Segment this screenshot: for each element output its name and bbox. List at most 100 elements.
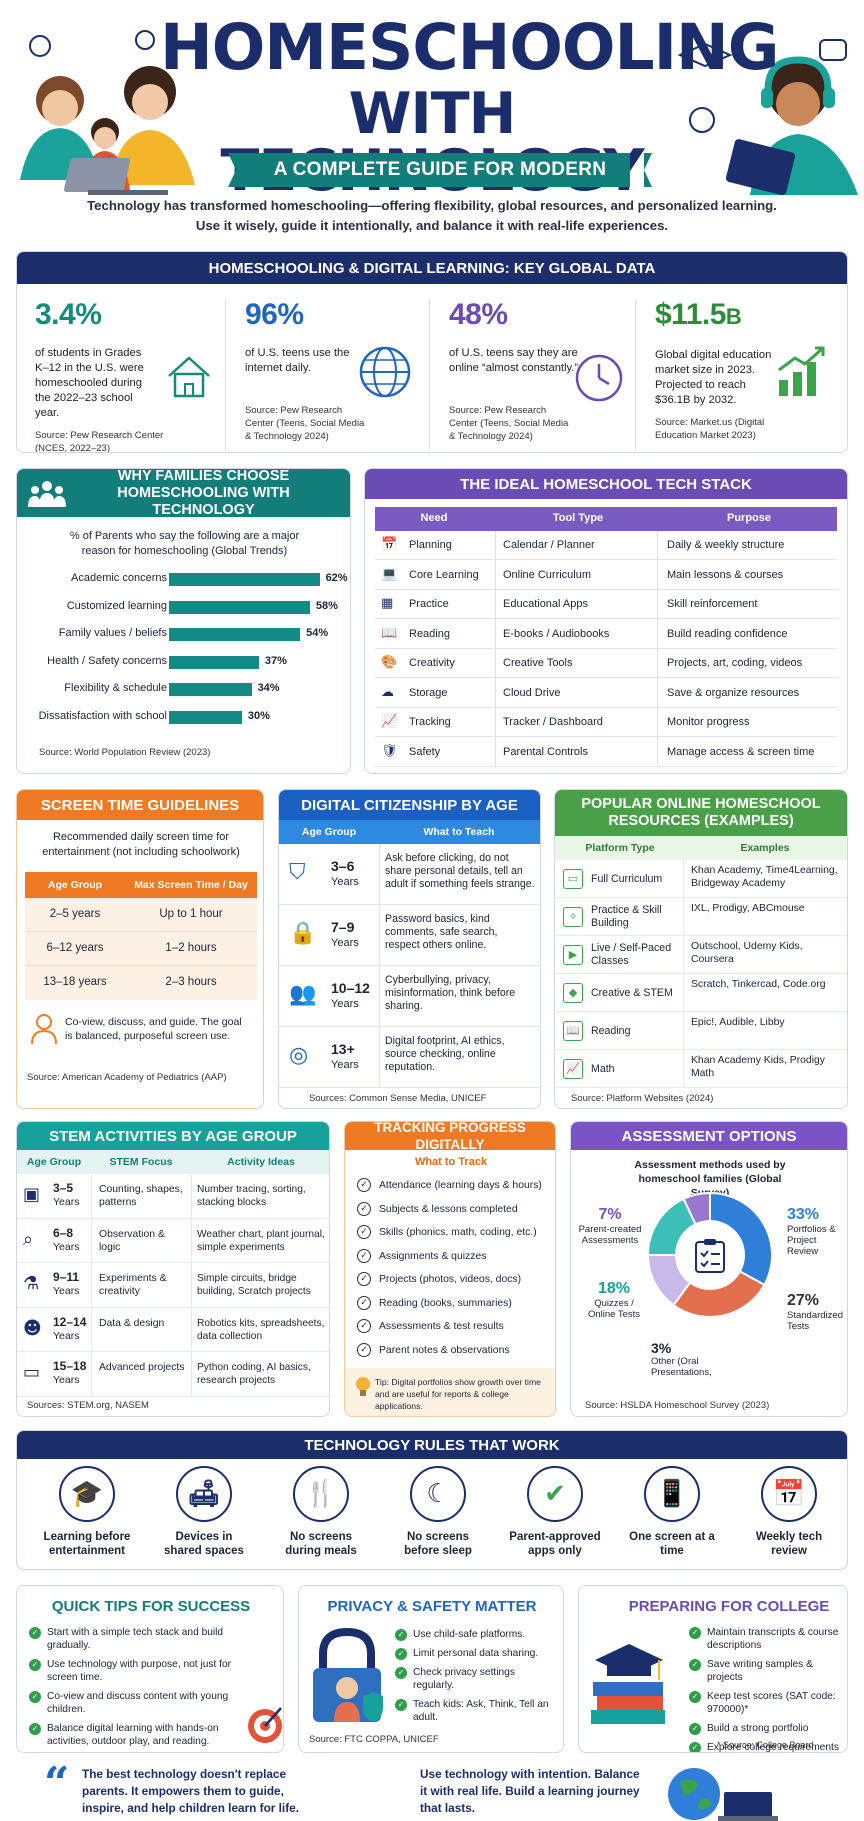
list-item: ✓ Parent notes & observations	[357, 1342, 553, 1357]
stack-tool: Creative Tools	[503, 657, 573, 669]
why-source: Source: World Population Review (2023)	[39, 747, 211, 758]
bar-row: Customized learning 58%	[17, 597, 347, 617]
rule-label: Devices in shared spaces	[164, 1531, 244, 1557]
stack-need: Planning	[409, 539, 452, 551]
rule-item: 🛋 Devices in shared spaces	[149, 1466, 259, 1558]
stem-col-age: Age Group	[26, 1156, 82, 1168]
stem-focus: Observation & logic	[99, 1228, 165, 1253]
privacy-title: PRIVACY & SAFETY MATTER	[327, 1598, 537, 1615]
stem-ideas: Robotics kits, spreadsheets, data collec…	[197, 1317, 325, 1342]
bar-value: 34%	[257, 682, 280, 694]
citizen-teach: Ask before clicking, do not share person…	[385, 852, 535, 890]
puzzle-icon: ✧	[563, 907, 583, 927]
screen-time-card: SCREEN TIME GUIDELINES Recommended daily…	[16, 789, 264, 1109]
stack-row: 📈 Tracking Tracker / Dashboard Monitor prog…	[375, 708, 837, 737]
resource-type: Reading	[591, 1024, 631, 1037]
screen-col-time: Max Screen Time / Day	[134, 879, 248, 891]
stem-header-row: Age Group STEM Focus Activity Ideas	[17, 1150, 329, 1174]
resource-type: Creative & STEM	[591, 986, 673, 999]
check-icon: ✓	[689, 1659, 701, 1671]
slice-label: Parent-created Assessments	[578, 1224, 642, 1246]
stack-row: 📖 Reading E-books / Audiobooks Build readin…	[375, 620, 837, 649]
privacy-item: Check privacy settings regularly.	[413, 1667, 515, 1691]
tracking-card: TRACKING PROGRESS DIGITALLY What to Trac…	[344, 1121, 556, 1417]
lock-icon	[307, 1626, 387, 1731]
stack-header-row: Need Tool Type Purpose	[375, 507, 837, 531]
bar	[169, 655, 259, 669]
tracking-item: Assignments & quizzes	[379, 1250, 487, 1262]
tips-title: QUICK TIPS FOR SUCCESS	[51, 1598, 251, 1615]
shield-check-icon: ⛉	[289, 860, 306, 885]
stem-age: 12–14	[53, 1314, 87, 1329]
shield-check-icon: ✔	[527, 1466, 583, 1522]
resources-header-row: Platform Type Examples	[555, 836, 847, 860]
rule-label: Parent-approved apps only	[509, 1531, 601, 1557]
check-icon: ✓	[357, 1201, 371, 1216]
stat-teen-internet: 96% of U.S. teens use the internet daily.…	[227, 298, 412, 443]
screen-time: Up to 1 hour	[159, 908, 223, 920]
stack-purpose: Monitor progress	[667, 716, 750, 728]
stack-tool: Parental Controls	[503, 745, 588, 758]
key-data-title: HOMESCHOOLING & DIGITAL LEARNING: KEY GL…	[17, 252, 847, 284]
screen-intro: Recommended daily screen time for entert…	[42, 831, 240, 858]
bar-value: 54%	[306, 627, 329, 639]
tracking-item: Parent notes & observations	[379, 1344, 510, 1356]
citizen-col-age: Age Group	[301, 826, 357, 838]
stat-value: 48%	[449, 298, 508, 331]
stat-desc: of U.S. teens use the internet daily.	[245, 347, 350, 374]
donut-slice	[672, 1270, 766, 1318]
stem-row: ☻ 12–14 Years Data & design Robotics kits, s…	[17, 1308, 329, 1352]
tech-stack-card: THE IDEAL HOMESCHOOL TECH STACK Need Too…	[364, 468, 848, 774]
slice-pct: 18%	[597, 1280, 631, 1297]
intro-text: Technology has transformed homeschooling…	[87, 198, 777, 233]
tracking-item: Subjects & lessons completed	[379, 1203, 518, 1215]
stack-col-purpose: Purpose	[726, 512, 771, 524]
check-icon: ✓	[357, 1295, 371, 1310]
video-icon: ▶	[563, 945, 583, 965]
stack-purpose: Main lessons & courses	[667, 568, 784, 581]
grid-icon: ▦	[381, 596, 394, 611]
stack-purpose: Daily & weekly structure	[667, 539, 785, 551]
stem-card: STEM ACTIVITIES BY AGE GROUP Age Group S…	[16, 1121, 330, 1417]
globe-laptop-icon	[654, 1762, 794, 1821]
check-icon: ✓	[29, 1659, 41, 1671]
bar-value: 30%	[247, 709, 270, 722]
bar-label: Flexibility & schedule	[64, 682, 167, 694]
citizen-age: 3–6	[331, 858, 355, 874]
stem-age-unit: Years	[53, 1374, 80, 1386]
resource-examples: Khan Academy Kids, Prodigy Math	[691, 1055, 825, 1079]
rule-label: Learning before entertainment	[43, 1531, 131, 1557]
house-icon	[165, 352, 213, 405]
tracking-tip-box	[345, 1368, 555, 1416]
lock-icon: 🔒	[289, 921, 317, 946]
privacy-source: Source: FTC COPPA, UNICEF	[309, 1734, 439, 1745]
citizen-age-unit: Years	[331, 998, 359, 1010]
stack-need: Reading	[409, 627, 450, 640]
stack-purpose: Projects, art, coding, videos	[667, 657, 803, 669]
citizen-header-row: Age Group What to Teach	[279, 820, 540, 844]
stem-col-focus: STEM Focus	[109, 1156, 173, 1168]
list-item: ✓ Attendance (learning days & hours)	[357, 1178, 553, 1192]
stem-row: ▣ 3–5 Years Counting, shapes, patterns Numbe…	[17, 1174, 329, 1219]
stat-market-size: $11.5B Global digital education market si…	[637, 298, 822, 442]
rule-item: ✔ Parent-approved apps only	[500, 1466, 610, 1558]
bar-label: Health / Safety concerns	[47, 654, 167, 667]
stack-row: 🛡 Safety Parental Controls Manage access & …	[375, 738, 837, 767]
rule-item: ☾ No screens before sleep	[383, 1466, 493, 1558]
stat-source: Source: Market.us (Digital Education Mar…	[655, 417, 765, 441]
resources-col-type: Platform Type	[585, 842, 655, 854]
tracking-tip: Tip: Digital portfolios show growth over…	[375, 1377, 541, 1411]
fingerprint-icon: ◎	[289, 1043, 309, 1068]
flask-icon: ⚗	[23, 1273, 40, 1294]
stack-need: Practice	[409, 598, 449, 610]
check-icon: ✓	[395, 1629, 407, 1641]
stack-row: 📅 Planning Calendar / Planner Daily & weekl…	[375, 531, 837, 560]
resource-examples: Khan Academy, Time4Learning, Bridgeway A…	[691, 865, 838, 889]
stat-desc: of students in Grades K–12 in the U.S. w…	[35, 347, 144, 419]
list-item: ✓ Reading (books, summaries)	[357, 1295, 553, 1310]
college-item: Save writing samples & projects	[707, 1659, 813, 1683]
palette-icon: 🎨	[381, 655, 398, 670]
bar-row: Health / Safety concerns 37%	[17, 652, 347, 672]
stack-purpose: Save & organize resources	[667, 686, 800, 699]
stat-value: 96%	[245, 298, 304, 331]
